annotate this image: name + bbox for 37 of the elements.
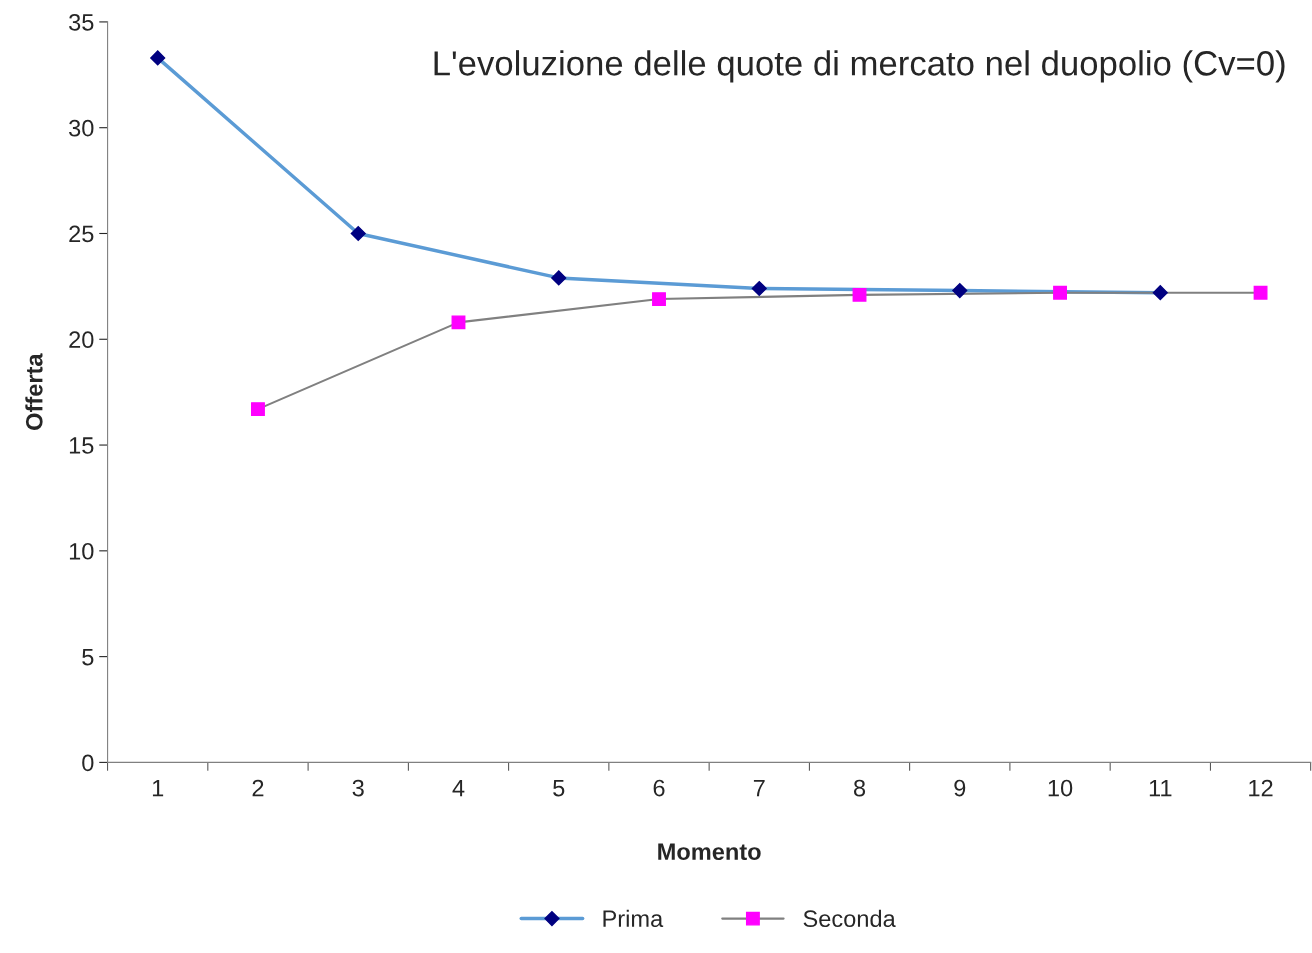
x-tick-label: 9 [954,779,966,797]
x-tick-label: 4 [452,779,465,797]
y-tick-label: 5 [82,648,94,666]
x-tick-label: 10 [1048,779,1073,797]
x-tick-label: 6 [653,779,665,797]
y-tick-label: 15 [69,437,94,454]
y-tick-label: 10 [69,542,94,560]
legend-label: Prima [603,909,664,928]
y-axis-title: Offerta [25,353,43,430]
point [1152,285,1168,301]
y-tick-label: 0 [82,754,94,772]
point [952,283,968,299]
point [350,225,366,242]
legend-label: Seconda [803,909,896,928]
x-tick-label: 5 [553,779,565,797]
point [150,50,166,66]
y-tick-label: 30 [69,119,94,137]
x-tick-label: 3 [352,779,364,797]
x-tick-label: 11 [1149,779,1172,797]
y-tick-label: 35 [69,13,94,31]
x-tick-label: 12 [1249,779,1273,797]
point [551,270,567,286]
point [852,287,867,302]
point [1053,285,1067,300]
x-axis-title: Momento [658,843,761,861]
x-tick-label: 8 [853,779,866,797]
x-tick-label: 1 [152,779,164,797]
x-tick-label: 2 [252,779,264,797]
point [751,280,767,297]
point [1253,285,1268,300]
point [451,315,466,330]
point [251,402,265,417]
y-tick-label: 25 [69,225,94,243]
x-tick-label: 7 [753,779,765,797]
text: L'evoluzione delle quote di mercato nel duopolio (Cv=0) [434,50,1285,83]
point [652,292,666,307]
y-tick-label: 20 [69,331,94,349]
